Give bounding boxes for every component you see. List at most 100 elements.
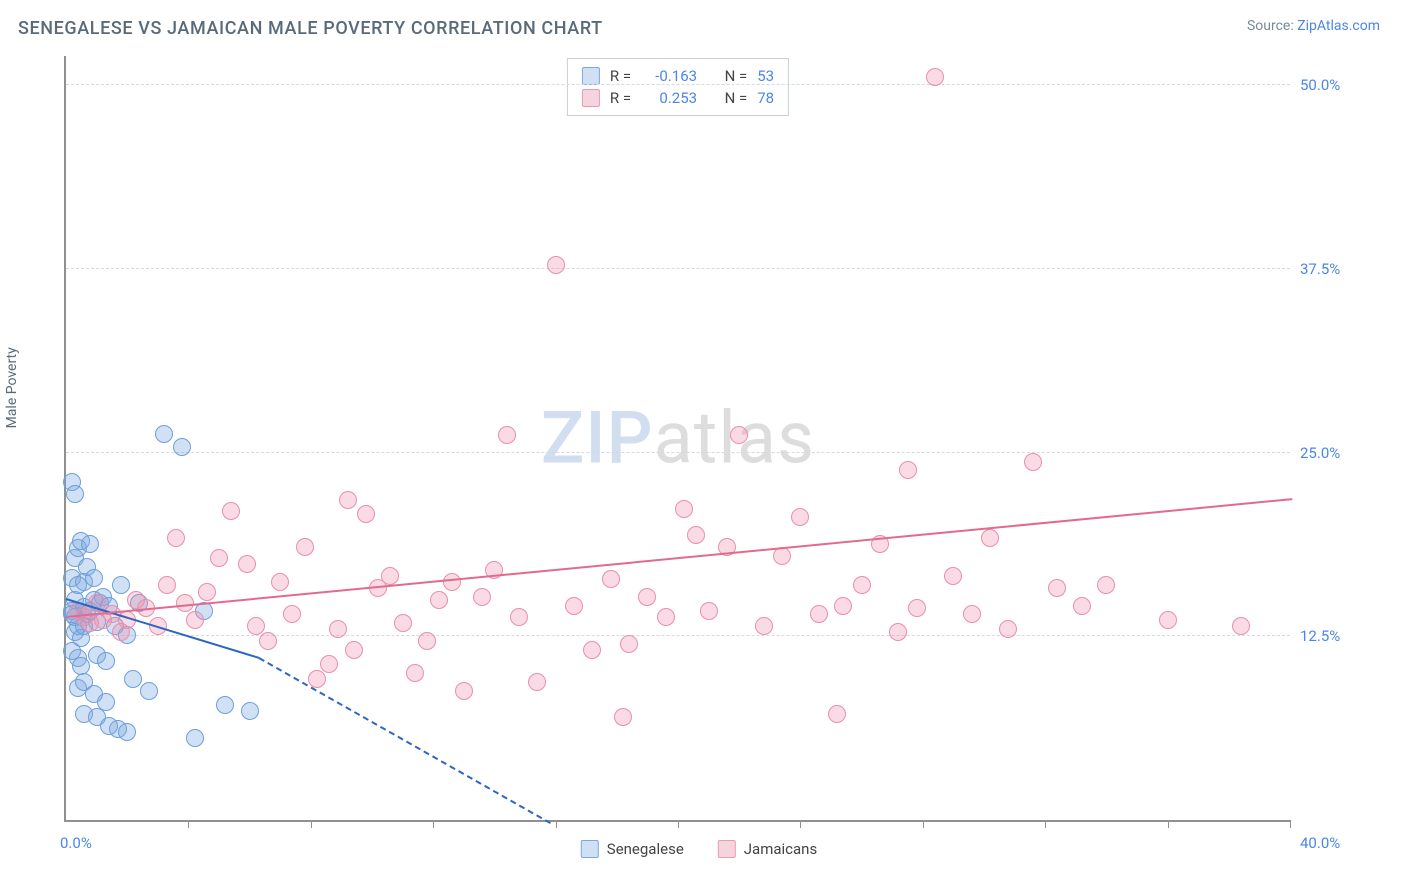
- data-point: [406, 664, 424, 682]
- data-point: [1097, 576, 1115, 594]
- data-point: [418, 632, 436, 650]
- data-point: [186, 611, 204, 629]
- x-origin-label: 0.0%: [60, 834, 92, 852]
- legend-label: Jamaicans: [744, 840, 817, 858]
- data-point: [963, 605, 981, 623]
- data-point: [124, 670, 142, 688]
- data-point: [602, 570, 620, 588]
- watermark-zip: ZIP: [541, 396, 654, 481]
- data-point: [173, 438, 191, 456]
- data-point: [1073, 597, 1091, 615]
- x-max-label: 40.0%: [1300, 834, 1370, 852]
- data-point: [118, 723, 136, 741]
- data-point: [259, 632, 277, 650]
- scatter-plot: ZIPatlas R =-0.163 N =53R =0.253 N =78 0…: [64, 56, 1290, 822]
- data-point: [329, 620, 347, 638]
- data-point: [238, 555, 256, 573]
- data-point: [81, 535, 99, 553]
- data-point: [97, 652, 115, 670]
- source-attribution: Source: ZipAtlas.com: [1247, 18, 1380, 34]
- data-point: [999, 620, 1017, 638]
- data-point: [498, 426, 516, 444]
- data-point: [889, 623, 907, 641]
- data-point: [198, 583, 216, 601]
- x-tick: [556, 820, 557, 828]
- data-point: [210, 549, 228, 567]
- data-point: [186, 729, 204, 747]
- data-point: [1024, 453, 1042, 471]
- source-prefix: Source:: [1247, 18, 1297, 34]
- data-point: [510, 608, 528, 626]
- data-point: [675, 500, 693, 518]
- data-point: [853, 576, 871, 594]
- data-point: [565, 597, 583, 615]
- data-point: [381, 567, 399, 585]
- data-point: [547, 256, 565, 274]
- legend-swatch: [582, 89, 600, 107]
- stat-r-label: R =: [610, 87, 631, 109]
- data-point: [614, 708, 632, 726]
- x-tick: [923, 820, 924, 828]
- data-point: [100, 717, 118, 735]
- data-point: [944, 567, 962, 585]
- y-tick-label: 50.0%: [1300, 76, 1370, 94]
- data-point: [112, 576, 130, 594]
- gridline-h: [66, 268, 1290, 269]
- data-point: [430, 591, 448, 609]
- data-point: [443, 573, 461, 591]
- legend-item: Senegalese: [581, 840, 684, 858]
- data-point: [158, 576, 176, 594]
- x-tick: [800, 820, 801, 828]
- x-tick: [311, 820, 312, 828]
- stats-legend-box: R =-0.163 N =53R =0.253 N =78: [567, 58, 789, 116]
- data-point: [791, 508, 809, 526]
- data-point: [583, 641, 601, 659]
- data-point: [345, 641, 363, 659]
- plot-container: Male Poverty ZIPatlas R =-0.163 N =53R =…: [18, 56, 1380, 866]
- legend-swatch: [581, 840, 599, 858]
- data-point: [828, 705, 846, 723]
- trend-line: [259, 657, 551, 824]
- data-point: [167, 529, 185, 547]
- data-point: [66, 485, 84, 503]
- data-point: [926, 68, 944, 86]
- chart-title: SENEGALESE VS JAMAICAN MALE POVERTY CORR…: [18, 18, 603, 39]
- legend-swatch: [718, 840, 736, 858]
- data-point: [222, 502, 240, 520]
- source-link[interactable]: ZipAtlas.com: [1297, 18, 1380, 34]
- x-tick: [1290, 820, 1291, 828]
- data-point: [755, 617, 773, 635]
- stat-r-value: 0.253: [641, 87, 697, 109]
- data-point: [296, 538, 314, 556]
- data-point: [730, 426, 748, 444]
- data-point: [638, 588, 656, 606]
- data-point: [620, 635, 638, 653]
- data-point: [216, 696, 234, 714]
- data-point: [700, 602, 718, 620]
- series-legend: Senegalese Jamaicans: [581, 840, 817, 858]
- data-point: [155, 425, 173, 443]
- data-point: [687, 526, 705, 544]
- legend-swatch: [582, 67, 600, 85]
- data-point: [394, 614, 412, 632]
- data-point: [981, 529, 999, 547]
- data-point: [455, 682, 473, 700]
- data-point: [176, 594, 194, 612]
- stat-n-value: 78: [757, 87, 774, 109]
- watermark: ZIPatlas: [541, 396, 815, 481]
- data-point: [834, 597, 852, 615]
- x-tick: [678, 820, 679, 828]
- gridline-h: [66, 84, 1290, 85]
- x-tick: [1168, 820, 1169, 828]
- gridline-h: [66, 635, 1290, 636]
- y-tick-label: 37.5%: [1300, 260, 1370, 278]
- y-tick-label: 25.0%: [1300, 444, 1370, 462]
- stats-row: R =0.253 N =78: [582, 87, 774, 109]
- gridline-h: [66, 452, 1290, 453]
- x-tick: [433, 820, 434, 828]
- data-point: [140, 682, 158, 700]
- data-point: [85, 569, 103, 587]
- data-point: [271, 573, 289, 591]
- data-point: [657, 608, 675, 626]
- data-point: [320, 655, 338, 673]
